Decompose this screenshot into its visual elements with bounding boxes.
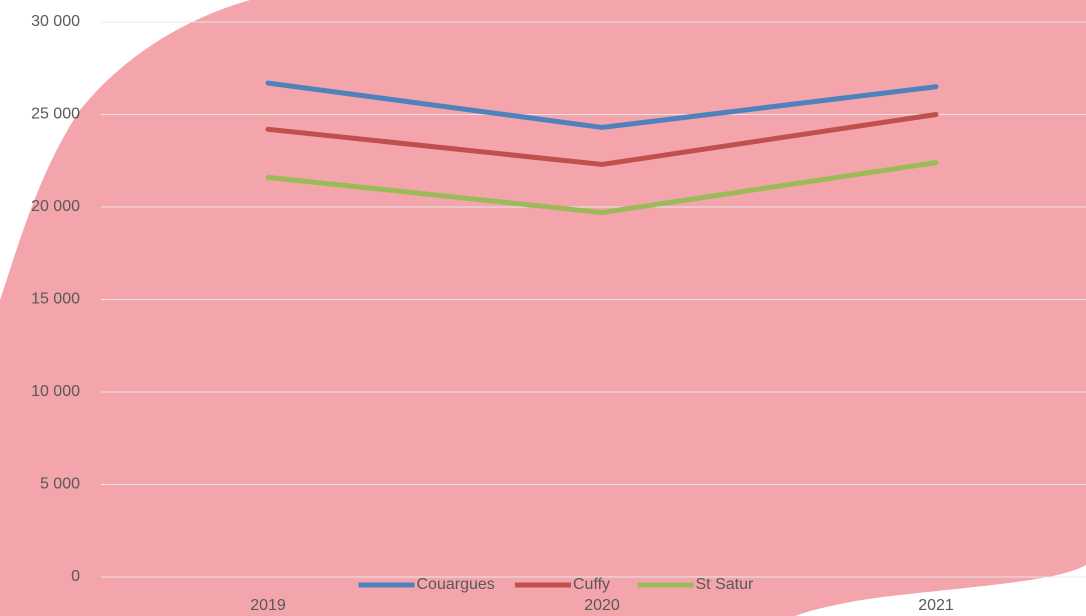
- legend-label: Cuffy: [573, 576, 610, 593]
- x-tick-label: 2021: [918, 597, 954, 614]
- series-line: [265, 80, 939, 130]
- y-tick-label: 20 000: [31, 198, 80, 215]
- y-tick-label: 0: [71, 568, 80, 585]
- y-tick-label: 25 000: [31, 106, 80, 123]
- y-tick-label: 10 000: [31, 383, 80, 400]
- y-tick-label: 5 000: [40, 476, 80, 493]
- legend-label: Couargues: [417, 576, 495, 593]
- x-tick-label: 2019: [250, 597, 286, 614]
- legend-label: St Satur: [696, 576, 754, 593]
- y-tick-label: 30 000: [31, 13, 80, 30]
- y-tick-label: 15 000: [31, 291, 80, 308]
- x-tick-label: 2020: [584, 597, 620, 614]
- series-line: [265, 112, 939, 167]
- series-line: [265, 160, 939, 216]
